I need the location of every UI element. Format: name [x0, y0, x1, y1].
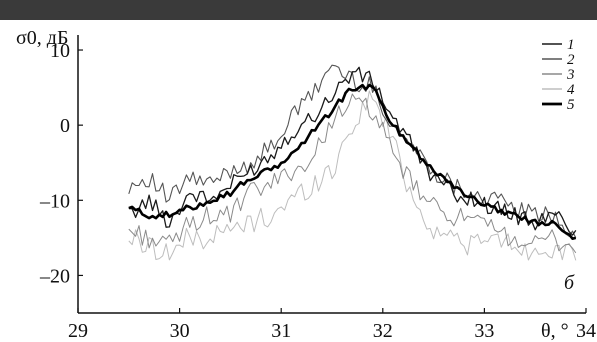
- top-image-strip: [0, 0, 597, 20]
- x-axis-label: θ, °: [541, 320, 569, 342]
- x-tick-label: 34: [576, 320, 596, 342]
- series-line-3: [128, 93, 577, 254]
- legend-label-1: 1: [567, 37, 575, 53]
- y-tick-label: –20: [39, 265, 70, 287]
- series-layer: [128, 64, 577, 261]
- legend-label-2: 2: [567, 52, 575, 68]
- legend-label-5: 5: [567, 97, 575, 113]
- x-tick-label: 33: [474, 320, 494, 342]
- legend-label-3: 3: [566, 67, 575, 83]
- y-axis-label: σ0, дБ: [16, 27, 68, 49]
- x-tick-label: 32: [373, 320, 393, 342]
- series-line-5: [128, 83, 577, 240]
- x-tick-label: 29: [68, 320, 88, 342]
- y-tick-label: 10: [50, 40, 70, 62]
- x-tick-label: 31: [271, 320, 291, 342]
- series-line-4: [128, 90, 577, 261]
- y-tick-label: –10: [39, 190, 70, 212]
- x-tick-label: 30: [170, 320, 190, 342]
- legend-label-4: 4: [567, 82, 575, 98]
- figure-background: [0, 20, 597, 342]
- y-tick-label: 0: [60, 115, 70, 137]
- series-line-1: [128, 66, 577, 236]
- panel-label: б: [564, 272, 575, 294]
